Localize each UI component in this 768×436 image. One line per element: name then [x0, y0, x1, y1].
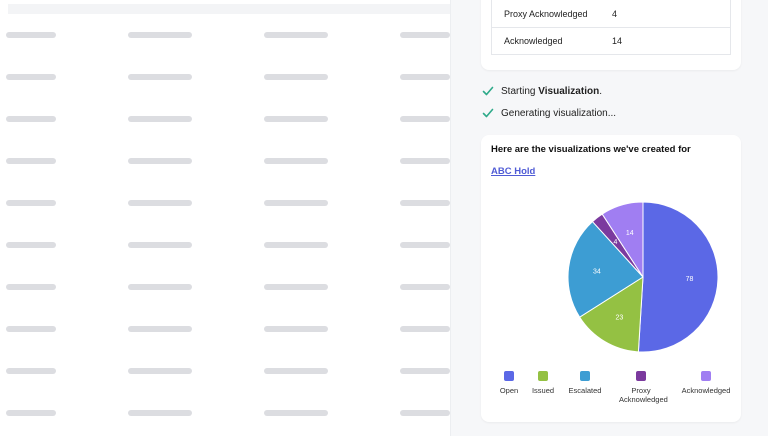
skeleton-bar [128, 326, 192, 332]
summary-table-card: Proxy Acknowledged 4 Acknowledged 14 [481, 0, 741, 70]
visualization-card: Here are the visualizations we've create… [481, 135, 741, 422]
legend-label: Issued [531, 386, 555, 395]
table-row: Proxy Acknowledged 4 [492, 0, 730, 27]
skeleton-bar [400, 74, 450, 80]
visualization-title: Here are the visualizations we've create… [491, 144, 691, 155]
skeleton-bar [264, 284, 328, 290]
row-label: Acknowledged [504, 36, 563, 46]
skeleton-bar [6, 410, 56, 416]
legend-item: Issued [513, 371, 573, 395]
skeleton-bar [400, 242, 450, 248]
skeleton-bar [6, 32, 56, 38]
pie-slice-open [637, 202, 719, 352]
skeleton-bar [400, 410, 450, 416]
background-table [6, 4, 450, 416]
legend-swatch [504, 371, 514, 381]
skeleton-bar [264, 200, 328, 206]
legend-item: Escalated [555, 371, 615, 395]
skeleton-bar [400, 284, 450, 290]
check-icon [481, 106, 495, 120]
assistant-panel: Proxy Acknowledged 4 Acknowledged 14 Sta… [450, 0, 768, 436]
skeleton-bar [264, 368, 328, 374]
row-value: 14 [612, 36, 623, 46]
step-generating-visualization: Generating visualization... [481, 106, 616, 120]
skeleton-bar [128, 242, 192, 248]
skeleton-bar [264, 410, 328, 416]
pie-slice-value-label: 4 [614, 239, 618, 246]
skeleton-bar [400, 326, 450, 332]
legend-item: Acknowledged [676, 371, 736, 395]
legend-swatch [580, 371, 590, 381]
legend-item: Open [479, 371, 539, 395]
summary-table: Proxy Acknowledged 4 Acknowledged 14 [491, 0, 731, 55]
table-row: Acknowledged 14 [492, 27, 730, 54]
legend-swatch [538, 371, 548, 381]
skeleton-bar [6, 368, 56, 374]
skeleton-bar [6, 242, 56, 248]
check-icon [481, 84, 495, 98]
legend-item: Proxy Acknowledged [611, 371, 671, 404]
row-label: Proxy Acknowledged [504, 8, 588, 19]
skeleton-bar [264, 326, 328, 332]
skeleton-bar [6, 116, 56, 122]
hold-link[interactable]: ABC Hold [491, 166, 536, 177]
skeleton-bar [128, 410, 192, 416]
skeleton-bar [6, 200, 56, 206]
skeleton-bar [400, 368, 450, 374]
skeleton-bar [128, 116, 192, 122]
skeleton-bar [400, 158, 450, 164]
skeleton-bar [128, 368, 192, 374]
legend-label: Escalated [568, 386, 602, 395]
skeleton-bar [128, 158, 192, 164]
legend-swatch [636, 371, 646, 381]
legend-label: Open [499, 386, 519, 395]
skeleton-bar [400, 32, 450, 38]
skeleton-bar [264, 116, 328, 122]
skeleton-bar [6, 74, 56, 80]
chart-legend: Open Issued Escalated Proxy Acknowledged Ack… [491, 371, 731, 411]
skeleton-bar [128, 200, 192, 206]
step-text: Starting Visualization. [501, 85, 602, 97]
pie-slice-value-label: 14 [626, 230, 634, 237]
legend-label: Proxy Acknowledged [619, 386, 668, 404]
skeleton-bar [264, 242, 328, 248]
skeleton-bar [400, 116, 450, 122]
pie-slice-value-label: 23 [615, 315, 623, 322]
step-text: Generating visualization... [501, 107, 617, 119]
skeleton-bar [6, 326, 56, 332]
pie-slice-value-label: 34 [593, 268, 601, 275]
pie-slice-escalated [567, 220, 644, 318]
table-header-bar [8, 4, 450, 14]
skeleton-bar [128, 284, 192, 290]
pie-chart: 78 23 34 4 14 [567, 202, 719, 352]
pie-slice-acknowledged [601, 202, 644, 279]
skeleton-bar [6, 158, 56, 164]
skeleton-bar [128, 74, 192, 80]
pie-slice-issued [578, 276, 644, 352]
skeleton-bar [6, 284, 56, 290]
pie-slice-value-label: 78 [686, 276, 694, 283]
row-value: 4 [612, 8, 618, 19]
skeleton-bar [264, 158, 328, 164]
skeleton-bar [264, 32, 328, 38]
step-starting-visualization: Starting Visualization. [481, 84, 602, 98]
legend-label: Acknowledged [681, 386, 731, 395]
skeleton-bar [264, 74, 328, 80]
legend-swatch [701, 371, 711, 381]
skeleton-bar [128, 32, 192, 38]
skeleton-bar [400, 200, 450, 206]
